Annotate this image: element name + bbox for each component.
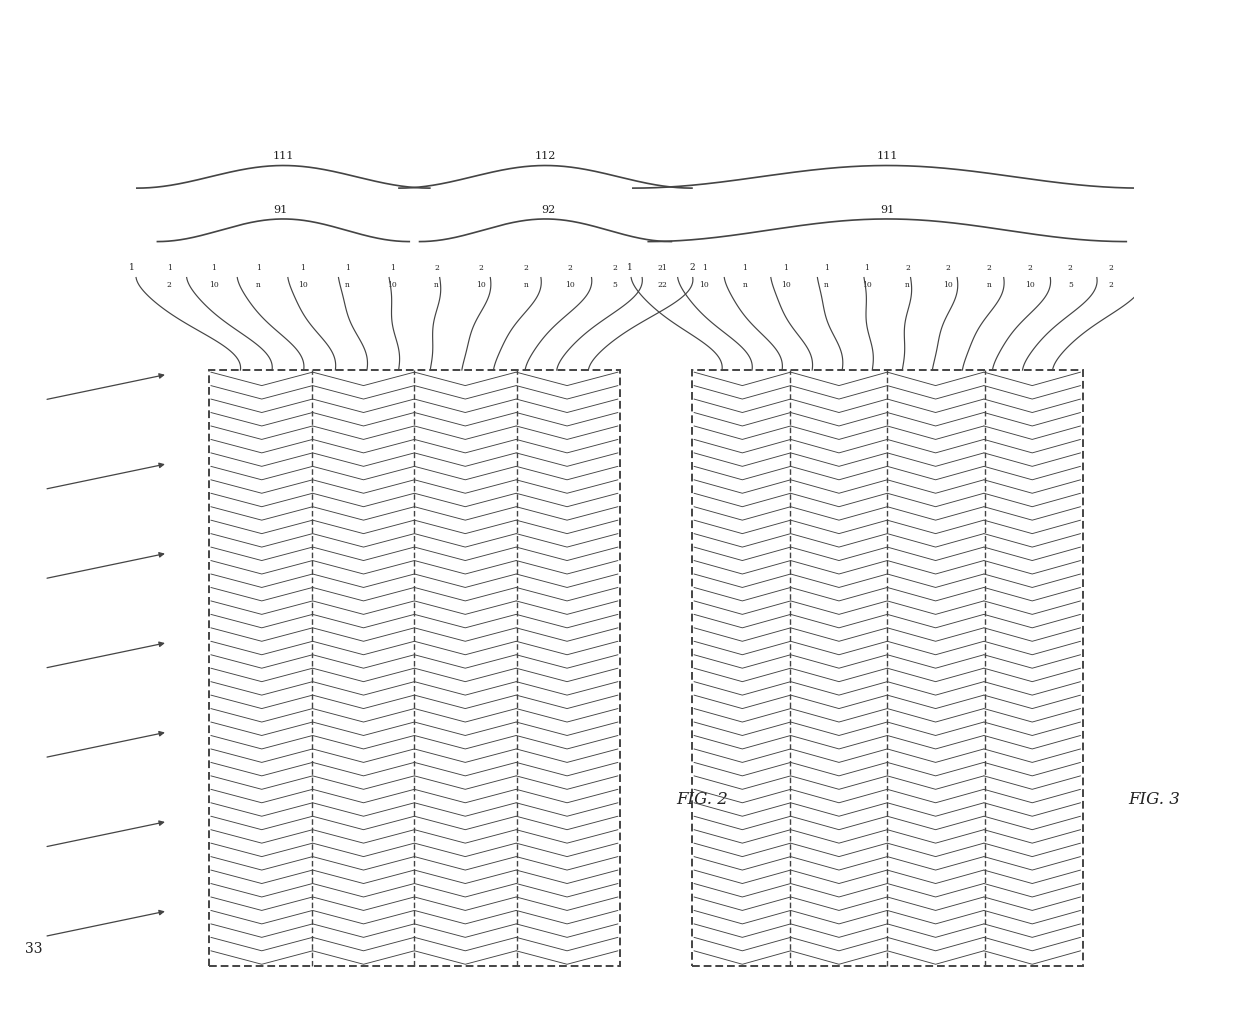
Text: 2: 2 (657, 264, 662, 272)
Text: 2: 2 (523, 264, 528, 272)
Text: 10: 10 (565, 281, 575, 289)
Text: 10: 10 (476, 281, 486, 289)
Text: 33: 33 (25, 942, 43, 956)
Text: n: n (523, 281, 528, 289)
Text: 2: 2 (946, 264, 951, 272)
Text: 111: 111 (877, 151, 898, 161)
Text: 2: 2 (661, 281, 666, 289)
Text: 1: 1 (167, 264, 172, 272)
Text: 1: 1 (661, 264, 666, 272)
Text: n: n (987, 281, 992, 289)
Text: 1: 1 (784, 264, 787, 272)
Text: 112: 112 (534, 151, 557, 161)
Text: 2: 2 (1068, 264, 1073, 272)
Text: 1: 1 (823, 264, 828, 272)
Text: 2: 2 (613, 264, 618, 272)
Text: 2: 2 (1027, 264, 1032, 272)
Text: 92: 92 (541, 205, 556, 215)
Text: 91: 91 (880, 205, 894, 215)
Text: 10: 10 (781, 281, 790, 289)
Bar (208, 370, 620, 966)
Text: 10: 10 (1024, 281, 1034, 289)
Text: 5: 5 (1068, 281, 1073, 289)
Text: 10: 10 (862, 281, 872, 289)
Text: 1: 1 (129, 263, 135, 272)
Text: 2: 2 (479, 264, 484, 272)
Text: 1: 1 (627, 263, 632, 272)
Text: 2: 2 (1109, 264, 1114, 272)
Text: 1: 1 (345, 264, 350, 272)
Text: 10: 10 (298, 281, 308, 289)
Text: 91: 91 (274, 205, 288, 215)
Text: n: n (255, 281, 260, 289)
Text: 10: 10 (944, 281, 954, 289)
Text: 1: 1 (743, 264, 748, 272)
Text: 10: 10 (210, 281, 218, 289)
Text: 2: 2 (167, 281, 172, 289)
Text: 5: 5 (613, 281, 618, 289)
Text: n: n (743, 281, 748, 289)
Text: 1: 1 (212, 264, 216, 272)
Text: FIG. 3: FIG. 3 (1128, 791, 1180, 808)
Text: 1: 1 (702, 264, 707, 272)
Text: 2: 2 (987, 264, 992, 272)
Text: 2: 2 (1109, 281, 1114, 289)
Text: 2: 2 (689, 263, 696, 272)
Text: 10: 10 (699, 281, 709, 289)
Bar (692, 370, 1083, 966)
Text: n: n (823, 281, 828, 289)
Text: 2: 2 (657, 281, 662, 289)
Text: 10: 10 (387, 281, 397, 289)
Text: n: n (905, 281, 910, 289)
Text: n: n (345, 281, 350, 289)
Text: 2: 2 (434, 264, 439, 272)
Text: 1: 1 (864, 264, 869, 272)
Text: 2: 2 (905, 264, 910, 272)
Text: n: n (434, 281, 439, 289)
Text: 1: 1 (389, 264, 394, 272)
Text: FIG. 2: FIG. 2 (676, 791, 728, 808)
Text: 1: 1 (255, 264, 260, 272)
Text: 2: 2 (568, 264, 573, 272)
Text: 111: 111 (273, 151, 294, 161)
Text: 1: 1 (300, 264, 305, 272)
